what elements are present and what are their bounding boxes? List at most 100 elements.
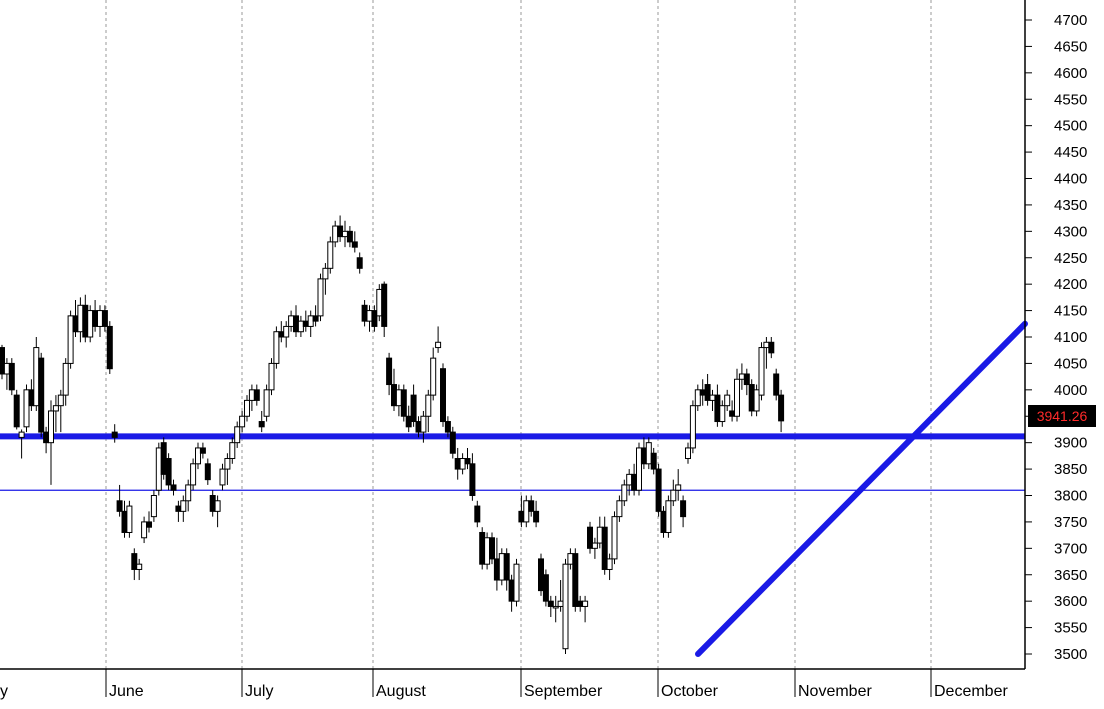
candle-body <box>92 310 99 327</box>
candle-body <box>87 310 94 338</box>
candle-body <box>175 505 182 512</box>
price-tick-label: 4300 <box>1054 223 1087 240</box>
trendline <box>695 320 1028 657</box>
candle-body <box>557 600 564 607</box>
candle-body <box>248 389 255 401</box>
candle-body <box>493 558 500 581</box>
price-tick-label: 4200 <box>1054 276 1087 293</box>
price-tick-label: 3750 <box>1054 514 1087 531</box>
candle-body <box>606 558 613 570</box>
candle-body <box>454 458 461 470</box>
candle-body <box>636 447 642 491</box>
candles <box>0 215 785 654</box>
candle-body <box>195 447 201 465</box>
candle-body <box>734 378 740 417</box>
candle-body <box>371 310 378 327</box>
candle-body <box>8 362 15 391</box>
candle-body <box>440 368 446 423</box>
candle-body <box>337 225 344 238</box>
candle-body <box>391 384 397 407</box>
candle-body <box>322 267 329 280</box>
price-tick-label: 4600 <box>1054 65 1087 82</box>
candle-body <box>72 315 79 333</box>
candle-body <box>43 431 50 444</box>
trendline-layer <box>695 320 1028 657</box>
candle-body <box>567 553 574 565</box>
candle-body <box>356 257 363 269</box>
candle-body <box>150 495 157 518</box>
candle-body <box>547 600 554 607</box>
candle-body <box>533 510 540 523</box>
candle-body <box>538 558 544 592</box>
candle-body <box>146 521 152 528</box>
price-tick-label: 3900 <box>1054 435 1087 452</box>
month-label: November <box>798 683 872 700</box>
candle-body <box>361 304 368 322</box>
price-tick-label: 4550 <box>1054 91 1087 108</box>
price-tick-label: 3500 <box>1054 646 1087 663</box>
candle-body <box>591 542 598 549</box>
candle-body <box>23 389 30 428</box>
candle-body <box>405 415 412 428</box>
candle-body <box>415 421 422 433</box>
candle-body <box>410 394 417 423</box>
candle-body <box>518 510 525 523</box>
price-tick-label: 3650 <box>1054 567 1087 584</box>
candle-body <box>111 431 118 438</box>
candle-body <box>753 389 760 412</box>
candle-body <box>165 458 172 486</box>
month-label: y <box>0 683 8 700</box>
candle-body <box>253 389 260 401</box>
price-tick-label: 4500 <box>1054 118 1087 135</box>
candle-body <box>577 600 584 607</box>
candle-body <box>62 362 69 396</box>
candle-body <box>131 553 138 570</box>
candle-body <box>758 347 765 396</box>
month-label: August <box>376 683 426 700</box>
last-price-label: 3941.26 <box>1037 408 1088 424</box>
month-label: October <box>661 683 719 700</box>
candle-body <box>283 325 290 338</box>
candle-body <box>449 431 456 454</box>
candle-body <box>327 241 334 269</box>
month-label: September <box>524 683 603 700</box>
month-label: June <box>109 683 144 700</box>
candle-body <box>626 473 633 486</box>
candle-body <box>714 394 721 423</box>
candle-body <box>273 331 280 364</box>
price-tick-label: 4150 <box>1054 303 1087 320</box>
candle-body <box>155 447 162 491</box>
candle-body <box>484 537 491 565</box>
candle-body <box>67 315 74 364</box>
candle-body <box>28 389 35 407</box>
candle-body <box>689 405 696 449</box>
candle-body <box>719 405 726 423</box>
candle-body <box>332 225 339 243</box>
candle-body <box>474 505 481 523</box>
candle-body <box>185 484 192 502</box>
candle-body <box>640 447 647 465</box>
candle-body <box>126 505 133 533</box>
candle-body <box>709 394 716 401</box>
candle-body <box>3 362 10 375</box>
candle-body <box>650 452 657 470</box>
candle-body <box>596 526 603 544</box>
candle-body <box>381 283 388 327</box>
candle-body <box>204 463 211 481</box>
candle-body <box>552 605 559 609</box>
price-tick-label: 4100 <box>1054 329 1087 346</box>
candle-body <box>268 362 275 391</box>
price-tick-label: 3700 <box>1054 540 1087 557</box>
candle-body <box>239 415 246 428</box>
candle-body <box>18 431 25 438</box>
candle-body <box>288 315 295 327</box>
price-tick-label: 4400 <box>1054 171 1087 188</box>
price-tick-label: 4250 <box>1054 250 1087 267</box>
candle-body <box>209 495 216 512</box>
candle-body <box>57 394 64 407</box>
candle-body <box>307 315 314 327</box>
candle-body <box>459 458 466 470</box>
candle-body <box>180 500 187 512</box>
